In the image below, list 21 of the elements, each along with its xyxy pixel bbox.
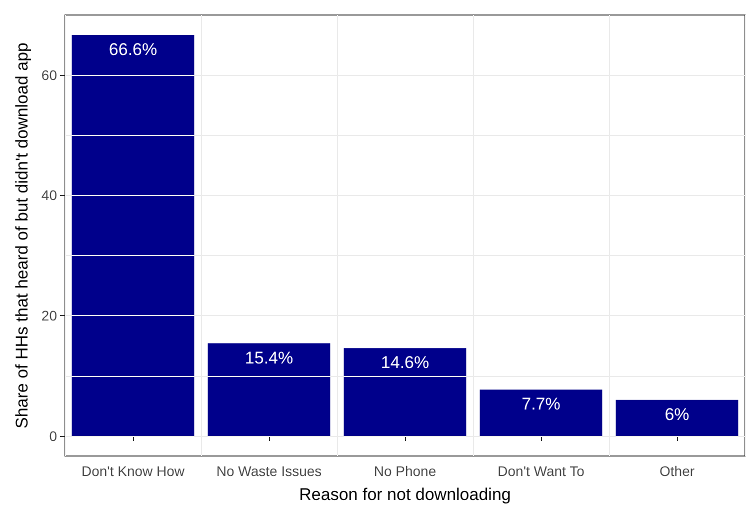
data-label: 66.6% — [108, 40, 158, 60]
x-tick-label: No Waste Issues — [216, 463, 322, 479]
y-tick-label: 40 — [41, 187, 58, 204]
data-label: 7.7% — [522, 394, 560, 414]
x-axis-title: Reason for not downloading — [299, 485, 511, 504]
y-tick-label: 20 — [41, 308, 58, 324]
bar — [344, 348, 466, 436]
y-tick-label: 60 — [41, 66, 58, 83]
bar — [616, 400, 738, 436]
x-tick-label: Don't Know How — [81, 463, 186, 479]
y-tick-label: 0 — [49, 428, 58, 444]
bar — [480, 390, 602, 436]
x-tick-label: Other — [659, 463, 695, 479]
x-tick-label: No Phone — [374, 463, 436, 479]
y-axis-title: Share of HHs that heard of but didn't download app — [12, 42, 32, 429]
data-label: 15.4% — [244, 348, 294, 368]
x-tick-label: Don't Want To — [498, 463, 585, 479]
bar — [72, 35, 194, 436]
bar — [208, 343, 330, 436]
data-label: 14.6% — [380, 353, 430, 372]
data-label: 6% — [664, 404, 690, 424]
